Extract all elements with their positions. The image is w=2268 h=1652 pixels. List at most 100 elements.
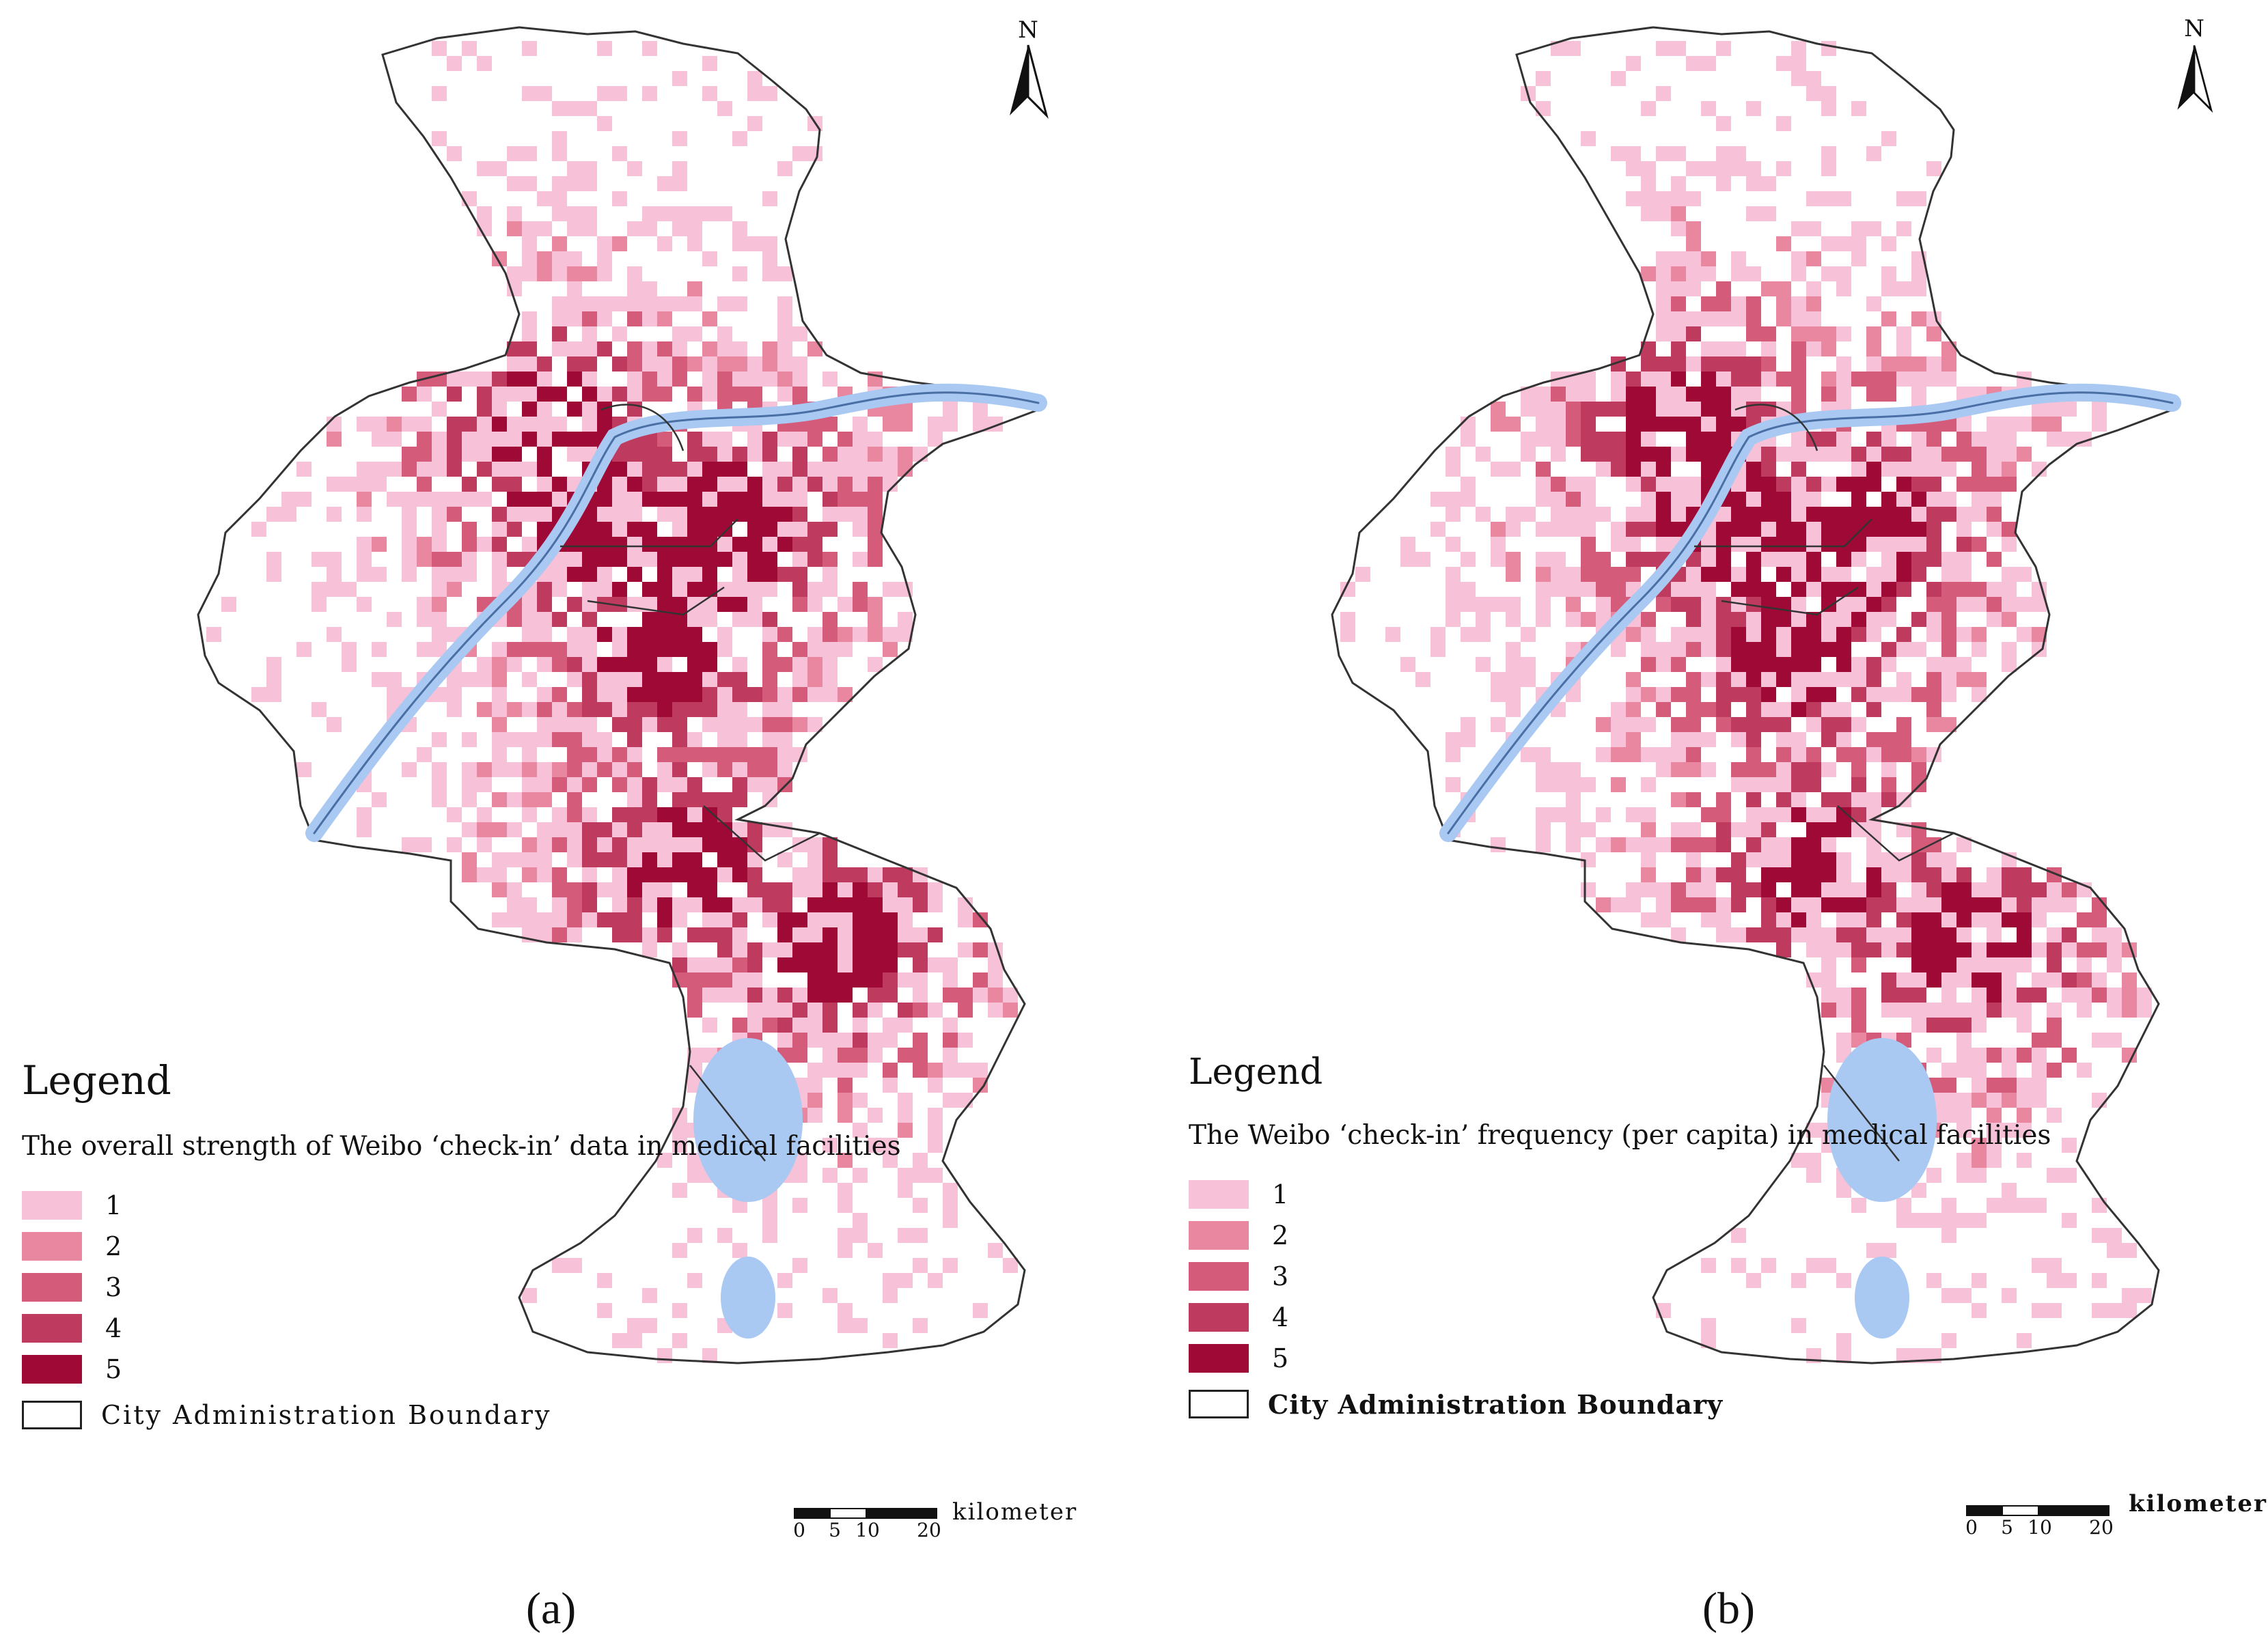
map-cell [1926,462,1941,477]
map-cell [1941,552,1956,567]
map-cell [777,507,792,522]
map-cell [943,957,958,972]
map-cell [597,251,612,266]
map-cell [762,537,777,552]
map-cell [1881,597,1896,612]
map-cell [537,762,552,777]
map-cell [702,897,717,912]
map-cell [777,1018,792,1033]
map-cell [1716,161,1731,176]
map-cell [868,657,883,672]
map-cell [898,462,913,477]
map-cell [2017,927,2032,942]
map-cell [1761,882,1776,897]
map-cell [672,507,687,522]
map-cell [868,1108,883,1123]
map-cell [2002,882,2017,897]
map-cell [1566,822,1581,837]
map-cell [1821,341,1836,356]
map-cell [2002,988,2017,1003]
map-cell [1701,867,1716,882]
map-cell [1003,988,1018,1003]
map-cell [1881,281,1896,296]
map-cell [898,1093,913,1108]
map-cell [447,492,462,507]
map-cell [1821,792,1836,807]
map-cell [1791,402,1806,417]
map-cell [1851,1018,1866,1033]
map-cell [1972,897,1987,912]
map-cell [943,1048,958,1063]
map-cell [687,447,702,462]
map-cell [853,1018,868,1033]
map-cell [2122,1243,2137,1258]
map-cell [1581,507,1596,522]
map-cell [597,116,612,131]
map-cell [1806,882,1821,897]
map-cell [1972,1093,1987,1108]
map-cell [2092,1093,2107,1108]
map-cell [2002,477,2017,492]
map-cell [913,1048,928,1063]
map-cell [522,266,537,281]
map-cell [717,822,732,837]
map-cell [1896,927,1911,942]
map-cell [2047,942,2062,957]
map-cell [792,387,807,402]
map-cell [868,537,883,552]
map-cell [477,432,492,447]
map-cell [582,762,597,777]
map-b-overlay [1331,26,2181,1364]
map-cell [1656,206,1671,221]
map-cell [838,462,853,477]
map-cell [1836,807,1851,822]
map-cell [1566,492,1581,507]
scale-ticks: 0 5 10 20 [793,1519,941,1543]
legend-level-label: 2 [1272,1220,1289,1250]
map-cell [1821,582,1836,597]
map-cell [822,1168,838,1183]
map-cell [1566,642,1581,657]
map-cell [762,582,777,597]
map-cell [1731,296,1746,311]
map-cell [1851,477,1866,492]
map-cell [1926,1213,1941,1228]
map-cell [612,582,627,597]
map-cell [492,477,507,492]
map-cell [2092,988,2107,1003]
legend-level-label: 3 [1272,1261,1289,1291]
map-cell [1521,402,1536,417]
map-cell [612,1333,627,1348]
map-cell [777,822,792,837]
map-cell [522,221,537,236]
map-cell [582,417,597,432]
map-cell [417,432,432,447]
map-cell [327,507,342,522]
map-cell [1686,387,1701,402]
map-cell [1506,612,1521,627]
map-cell [1611,71,1626,86]
map-cell [1941,1018,1956,1033]
map-cell [1987,988,2002,1003]
map-cell [1731,642,1746,657]
map-cell [1866,356,1881,372]
map-cell [838,507,853,522]
map-cell [1761,927,1776,942]
map-cell [657,1153,672,1168]
map-cell [417,597,432,612]
map-cell [447,702,462,717]
map-cell [1581,447,1596,462]
map-cell [1881,642,1896,657]
map-cell [2032,417,2047,432]
map-cell [627,372,642,387]
map-cell [1791,912,1806,927]
map-cell [251,522,266,537]
map-cell [1956,1018,1972,1033]
map-cell [642,537,657,552]
map-cell [597,672,612,687]
map-cell [567,447,582,462]
map-cell [762,762,777,777]
map-cell [1821,597,1836,612]
map-cell [1656,191,1671,206]
map-cell [1836,477,1851,492]
